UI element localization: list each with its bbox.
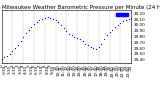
Point	[30, 26, 33, 27]
Point	[6, 56, 8, 57]
Point	[92, 47, 95, 49]
Point	[49, 17, 52, 19]
Legend: 	[115, 13, 129, 17]
Point	[87, 45, 89, 46]
Point	[27, 29, 30, 30]
Point	[60, 24, 62, 26]
Point	[62, 27, 65, 29]
Point	[68, 33, 70, 34]
Point	[33, 23, 35, 24]
Point	[11, 50, 14, 52]
Text: Milwaukee Weather Barometric Pressure per Minute (24 Hours): Milwaukee Weather Barometric Pressure pe…	[2, 5, 160, 10]
Point	[38, 20, 41, 21]
Point	[25, 32, 27, 34]
Point	[3, 57, 6, 58]
Point	[130, 17, 132, 19]
Point	[0, 58, 3, 59]
Point	[57, 21, 60, 23]
Point	[76, 37, 78, 38]
Point	[100, 43, 103, 44]
Point	[108, 31, 111, 33]
Point	[98, 46, 100, 48]
Point	[8, 53, 11, 55]
Point	[79, 38, 81, 40]
Point	[54, 20, 57, 21]
Point	[52, 18, 54, 20]
Point	[122, 21, 124, 22]
Point	[65, 30, 68, 31]
Point	[119, 22, 122, 23]
Point	[116, 24, 119, 26]
Point	[73, 36, 76, 37]
Point	[106, 35, 108, 36]
Point	[35, 21, 38, 23]
Point	[89, 46, 92, 48]
Point	[44, 17, 46, 19]
Point	[41, 18, 43, 20]
Point	[95, 49, 97, 50]
Point	[71, 35, 73, 36]
Point	[127, 18, 130, 20]
Point	[111, 29, 114, 30]
Point	[114, 27, 116, 28]
Point	[84, 43, 87, 44]
Point	[19, 40, 22, 42]
Point	[22, 36, 24, 37]
Point	[16, 45, 19, 46]
Point	[124, 20, 127, 21]
Point	[103, 39, 105, 40]
Point	[81, 40, 84, 42]
Point	[46, 17, 49, 18]
Point	[14, 47, 16, 49]
